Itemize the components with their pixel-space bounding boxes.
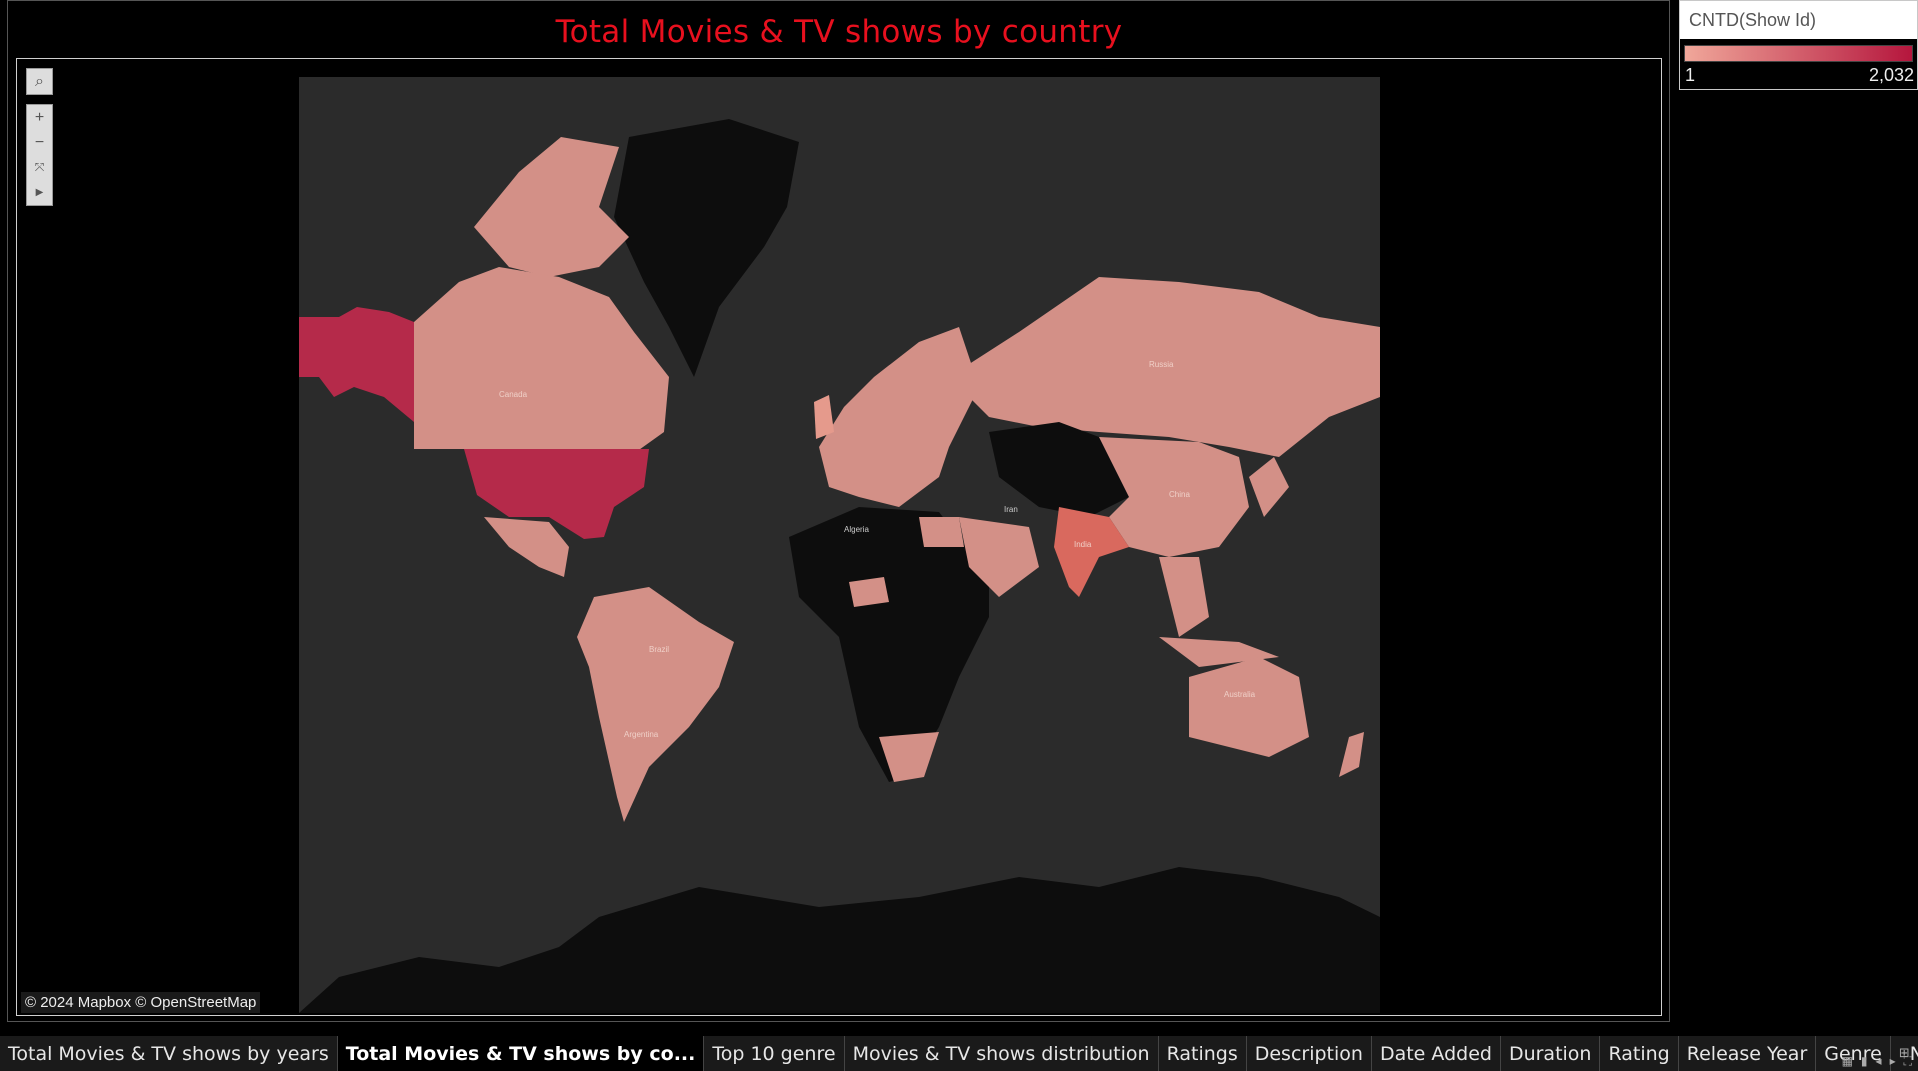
next-icon[interactable]: ▸	[1889, 1054, 1896, 1068]
legend-max: 2,032	[1868, 65, 1914, 85]
map-label-iran: Iran	[1004, 505, 1018, 514]
map-label-india: India	[1074, 540, 1092, 549]
canada-islands-shape[interactable]	[474, 137, 629, 277]
canada-shape[interactable]	[414, 267, 669, 457]
world-map[interactable]: Canada Russia China Iran Algeria India B…	[299, 77, 1380, 1013]
south-africa-shape[interactable]	[879, 732, 939, 782]
map-attribution[interactable]: © 2024 Mapbox © OpenStreetMap	[21, 992, 261, 1013]
new-zealand-shape[interactable]	[1339, 732, 1364, 777]
legend-min: 1	[1685, 65, 1696, 85]
previous-icon[interactable]: ◂	[1875, 1054, 1882, 1068]
sheet-tab[interactable]: Duration	[1501, 1036, 1601, 1071]
sheet-tab[interactable]: ⊞ Net	[1891, 1036, 1918, 1071]
map-label-china: China	[1169, 490, 1190, 499]
central-asia-shape[interactable]	[989, 422, 1129, 517]
nigeria-shape[interactable]	[849, 577, 889, 607]
map-label-algeria: Algeria	[844, 525, 869, 534]
sheet-tab[interactable]: Release Year	[1679, 1036, 1817, 1071]
egypt-shape[interactable]	[919, 517, 964, 547]
japan-shape[interactable]	[1249, 457, 1289, 517]
map-zoom-toolbar: + − ⤧ ▶	[26, 104, 53, 206]
sheet-tab[interactable]: Description	[1247, 1036, 1372, 1071]
sheet-tab[interactable]: Total Movies & TV shows by co...	[337, 1036, 705, 1071]
sheet-tab[interactable]: Date Added	[1372, 1036, 1501, 1071]
minus-icon[interactable]: −	[34, 133, 45, 151]
map-view[interactable]: Canada Russia China Iran Algeria India B…	[16, 58, 1662, 1016]
mexico-shape[interactable]	[484, 517, 569, 577]
sheet-tab[interactable]: Ratings	[1159, 1036, 1247, 1071]
south-america-shape[interactable]	[577, 587, 734, 822]
alaska-shape[interactable]	[299, 307, 414, 422]
map-label-australia: Australia	[1224, 690, 1256, 699]
dashboard-frame	[7, 0, 1670, 1022]
sheet-tab[interactable]: Total Movies & TV shows by years	[0, 1036, 338, 1071]
southeast-asia-shape[interactable]	[1159, 557, 1209, 637]
grid-view-icon[interactable]: ▦	[1841, 1054, 1853, 1068]
dashboard-icon: ⊞	[1898, 1046, 1910, 1061]
legend-title: CNTD(Show Id)	[1680, 1, 1917, 39]
sheet-title: Total Movies & TV shows by country	[555, 14, 1123, 50]
india-shape[interactable]	[1054, 507, 1129, 597]
uk-shape[interactable]	[814, 395, 834, 439]
australia-shape[interactable]	[1189, 657, 1309, 757]
africa-shape[interactable]	[789, 507, 989, 782]
play-icon[interactable]: ▶	[35, 187, 44, 198]
fullscreen-icon[interactable]: ⛶	[1903, 1054, 1912, 1068]
color-legend: CNTD(Show Id) 1 2,032	[1679, 0, 1918, 90]
sheet-tab[interactable]: Rating	[1600, 1036, 1679, 1071]
middle-east-shape[interactable]	[959, 517, 1039, 597]
single-view-icon[interactable]: ▮	[1860, 1054, 1868, 1068]
plus-icon[interactable]: +	[34, 108, 45, 126]
russia-shape[interactable]	[949, 277, 1380, 457]
map-label-canada: Canada	[499, 390, 528, 399]
sheet-tab[interactable]: Top 10 genre	[704, 1036, 845, 1071]
europe-shape[interactable]	[819, 327, 979, 507]
legend-color-ramp	[1684, 45, 1913, 62]
antarctica-shape[interactable]	[299, 867, 1380, 1013]
map-label-russia: Russia	[1149, 360, 1174, 369]
map-search-toolbar: ⌕	[26, 68, 53, 95]
sheet-tab[interactable]: Genre	[1816, 1036, 1891, 1071]
china-shape[interactable]	[1099, 437, 1249, 557]
map-label-brazil: Brazil	[649, 645, 669, 654]
greenland-shape[interactable]	[614, 119, 799, 377]
sheet-tab-bar: Total Movies & TV shows by years Total Mo…	[0, 1036, 1918, 1071]
tab-controls: ▦ ▮ ◂ ▸ ⛶	[1842, 1054, 1912, 1069]
sheet-tab[interactable]: Movies & TV shows distribution	[845, 1036, 1159, 1071]
magnifier-icon[interactable]: ⌕	[35, 72, 44, 90]
sheet-tab-label: Net	[1909, 1042, 1918, 1065]
indonesia-shape[interactable]	[1159, 637, 1279, 667]
map-label-argentina: Argentina	[624, 730, 659, 739]
reset-axes-icon[interactable]: ⤧	[34, 160, 45, 174]
usa-shape[interactable]	[464, 449, 649, 539]
